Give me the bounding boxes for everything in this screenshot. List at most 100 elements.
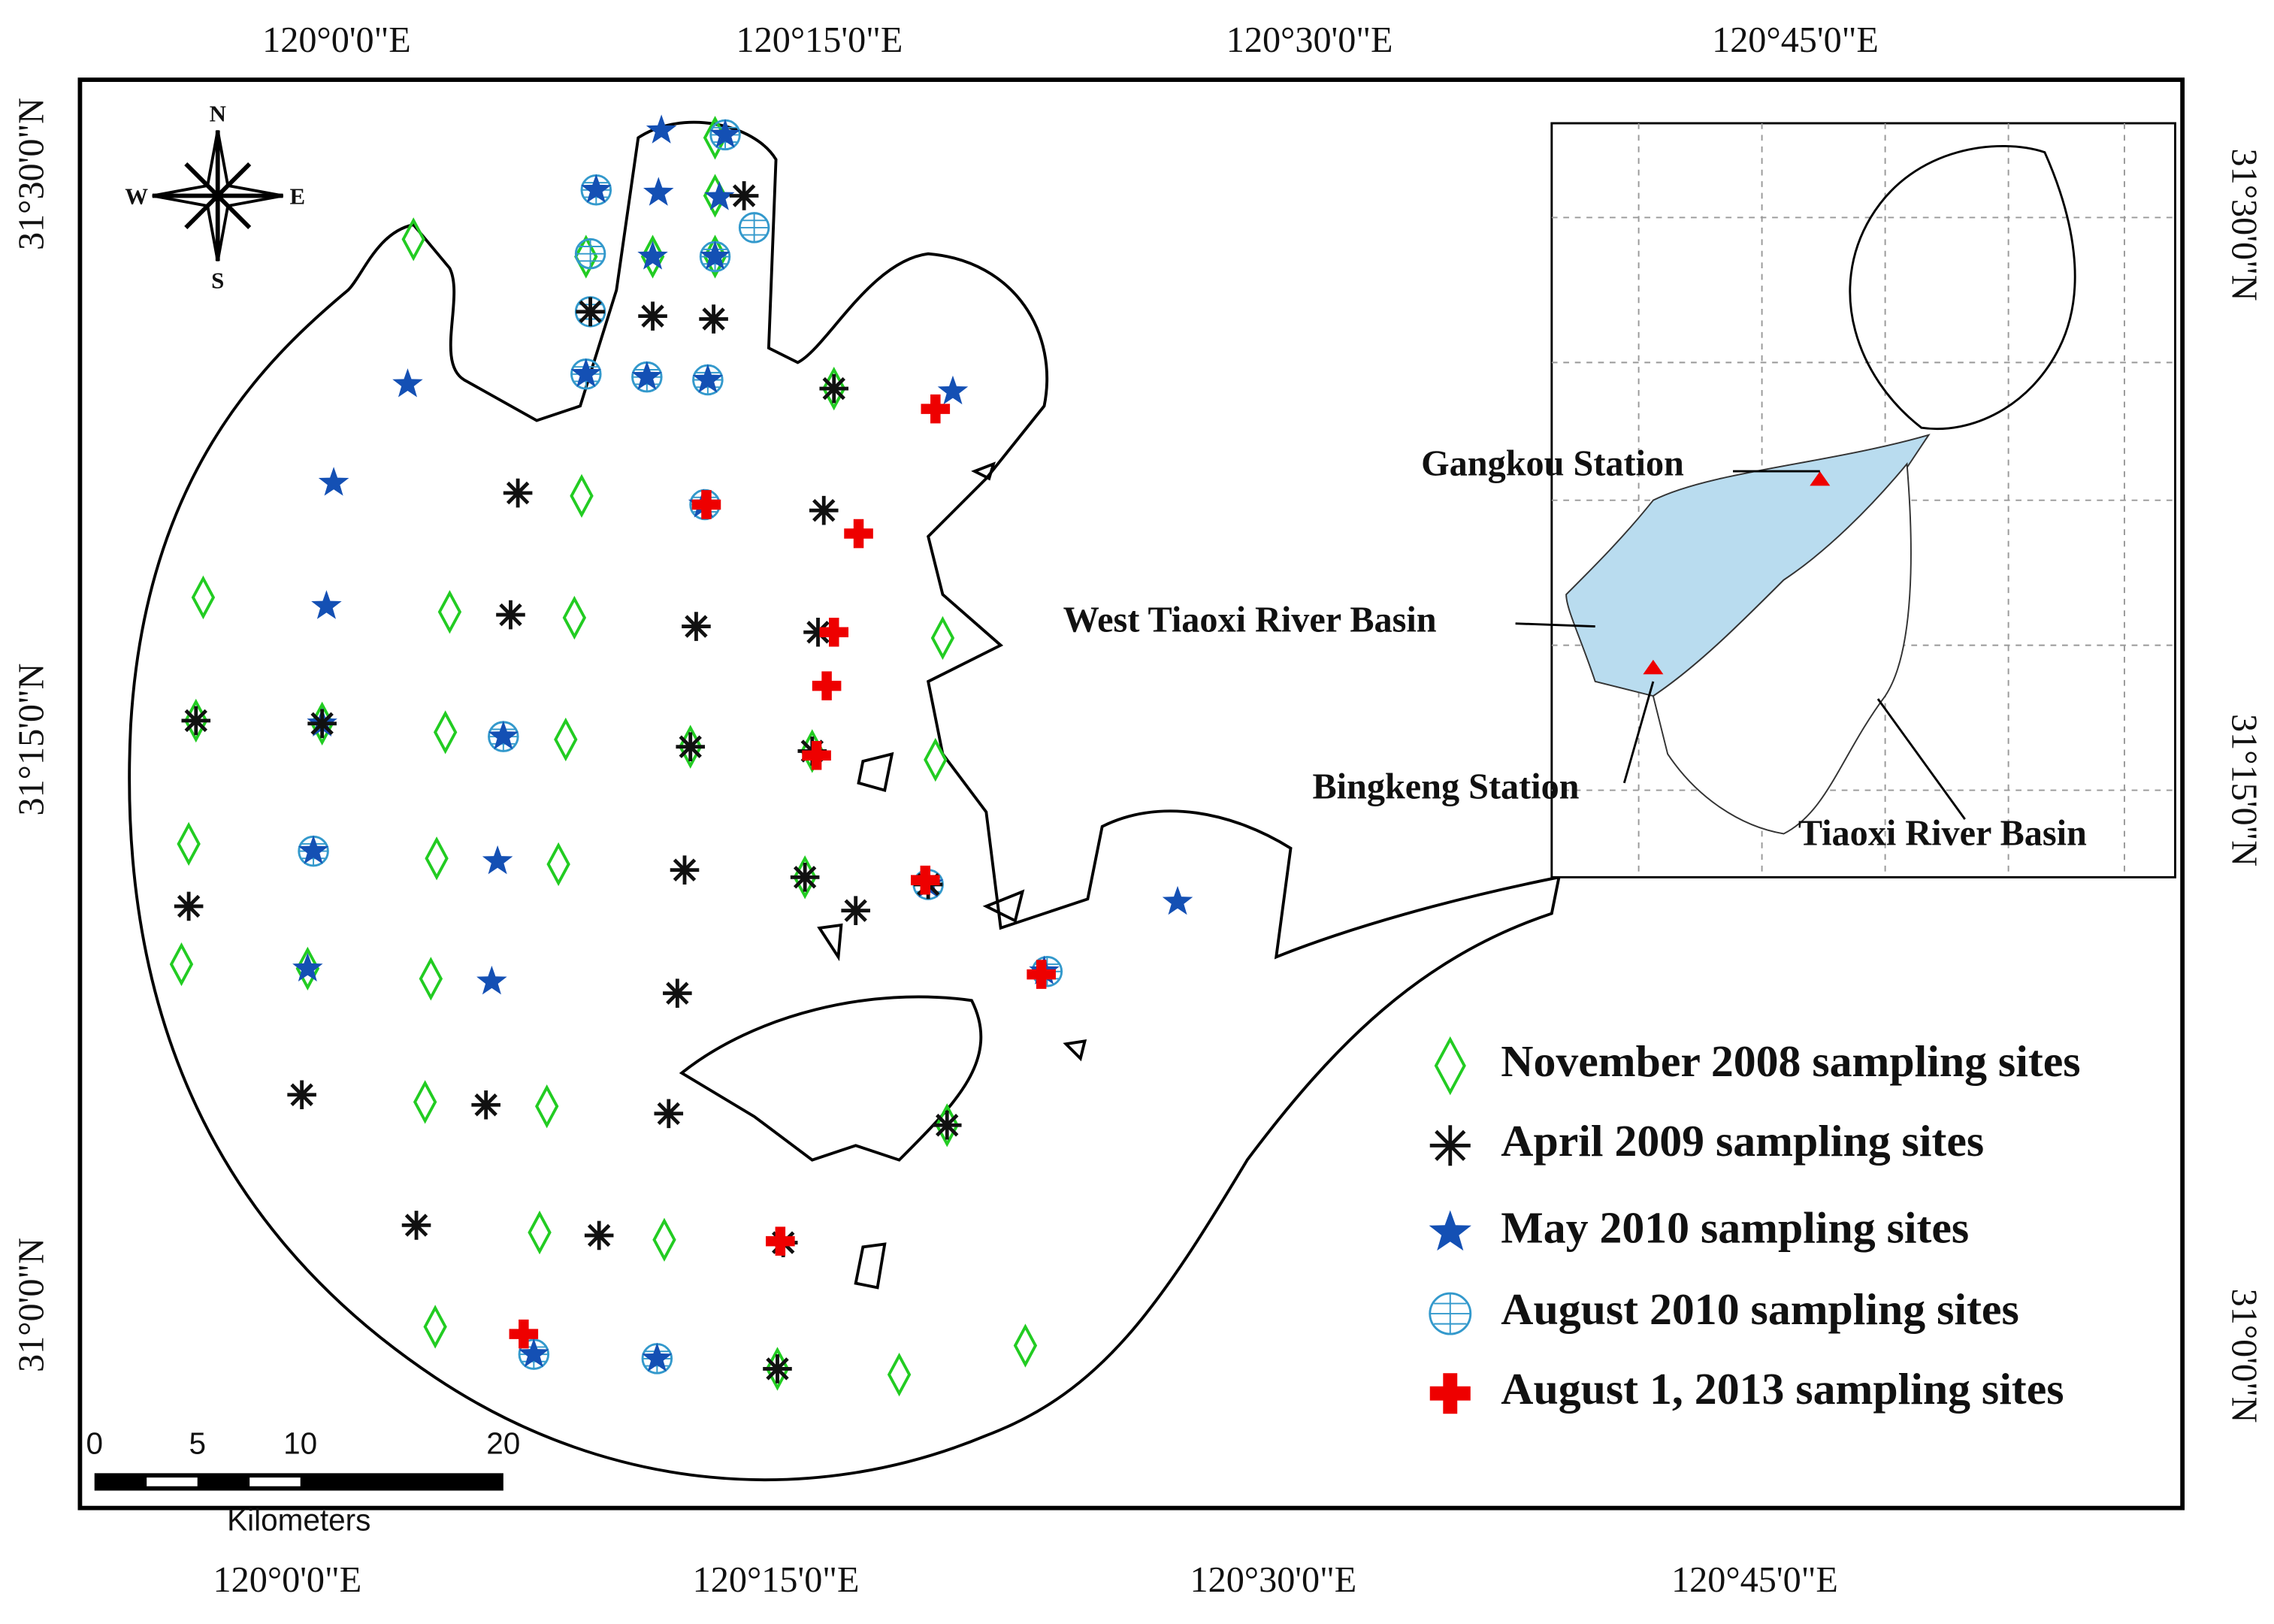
asterisk-marker	[729, 181, 759, 210]
star-marker	[937, 375, 969, 405]
legend-label: August 2010 sampling sites	[1501, 1284, 2018, 1334]
diamond-marker	[887, 1352, 912, 1397]
star-marker	[646, 114, 677, 144]
scale-label: 10	[283, 1426, 317, 1460]
star-marker	[1429, 1210, 1471, 1251]
star-marker	[482, 845, 513, 875]
scale-unit: Kilometers	[227, 1503, 370, 1538]
star-marker	[298, 835, 329, 864]
lake	[128, 120, 1561, 1482]
asterisk-marker	[654, 1099, 684, 1129]
asterisk-marker	[663, 978, 692, 1008]
diamond-marker	[554, 717, 578, 762]
star-marker	[476, 966, 507, 995]
top-coord: 120°45'0"E	[1712, 20, 1879, 60]
compass-axes	[152, 130, 283, 262]
inset-label: West Tiaoxi River Basin	[1063, 600, 1437, 640]
island	[679, 995, 983, 1162]
leader-line	[1515, 470, 1966, 820]
diamond-marker	[924, 737, 948, 782]
asterisk-marker	[471, 1090, 500, 1120]
cross-marker	[921, 394, 951, 424]
taihu-lake	[1849, 145, 2076, 431]
cross-marker	[1429, 1373, 1471, 1414]
cross-marker	[509, 1319, 539, 1349]
star-marker	[318, 467, 349, 496]
diamond-marker	[1013, 1323, 1038, 1368]
diamond-marker	[413, 1080, 437, 1124]
legend-label: August 1, 2013 sampling sites	[1501, 1364, 2064, 1414]
asterisk-marker	[670, 855, 700, 885]
right-coord: 31°30'0"N	[2224, 149, 2263, 301]
star-marker	[700, 240, 730, 270]
bottom-coord: 120°15'0"E	[693, 1560, 860, 1600]
star-marker	[692, 364, 724, 393]
bottom-coord: 120°45'0"E	[1671, 1560, 1838, 1600]
star-marker	[392, 368, 423, 398]
legend: November 2008 sampling sites April 2009 s…	[1429, 1036, 2081, 1414]
asterisk-marker	[401, 1211, 431, 1240]
inset-label: Bingkeng Station	[1312, 767, 1579, 807]
asterisk-marker	[576, 297, 605, 327]
asterisk-marker	[181, 706, 211, 736]
asterisk-marker	[790, 863, 820, 892]
map-frame	[77, 77, 2185, 1511]
compass: N S E W	[125, 100, 305, 293]
scale-segment	[147, 1477, 198, 1486]
asterisk-marker	[682, 612, 711, 641]
asterisk-marker	[584, 1220, 614, 1251]
asterisk-marker	[496, 600, 525, 630]
star-marker	[643, 177, 674, 206]
star-marker	[637, 240, 668, 270]
cross-marker	[812, 671, 842, 700]
coordinate-labels: 120°0'0"E 120°15'0"E 120°30'0"E 120°45'0"E 1…	[12, 20, 2264, 1600]
star-marker	[488, 720, 519, 750]
compass-label: E	[290, 183, 306, 209]
top-coord: 120°30'0"E	[1226, 20, 1393, 60]
star-marker	[642, 1342, 673, 1372]
diamond-marker	[401, 217, 425, 262]
right-coord: 31°15'0"N	[2224, 714, 2263, 866]
inset-map: Gangkou Station West Tiaoxi River Basin …	[1063, 122, 2176, 879]
asterisk-marker	[699, 304, 728, 334]
scale-label: 5	[189, 1426, 206, 1460]
bottom-coord: 120°30'0"E	[1190, 1560, 1356, 1600]
star-marker	[292, 952, 323, 982]
asterisk-marker	[819, 373, 849, 404]
inset-label: Gangkou Station	[1421, 443, 1684, 483]
diamond-marker	[425, 836, 449, 881]
asterisk-marker	[841, 896, 870, 925]
diamond-marker	[562, 595, 587, 640]
globe-grid	[739, 213, 769, 243]
diamond-marker	[703, 234, 727, 279]
diamond-marker	[930, 615, 955, 661]
cross-marker	[844, 519, 873, 549]
diamond-marker	[535, 1084, 559, 1129]
left-coord: 31°0'0"N	[12, 1238, 52, 1372]
star-marker	[570, 358, 602, 387]
bottom-coord: 120°0'0"E	[213, 1560, 362, 1600]
diamond-marker	[652, 1217, 676, 1262]
legend-label: November 2008 sampling sites	[1501, 1036, 2080, 1086]
diamond-marker	[177, 821, 201, 866]
asterisk-marker	[307, 709, 337, 739]
diamond-marker	[528, 1210, 552, 1255]
compass-label: S	[211, 267, 224, 293]
legend-label: May 2010 sampling sites	[1501, 1203, 1969, 1253]
diamond-marker	[419, 957, 443, 1001]
compass-label: W	[125, 183, 148, 209]
star-marker	[709, 119, 741, 148]
star-marker	[631, 361, 663, 390]
compass-label: N	[210, 100, 226, 126]
tiaoxi-basin	[1652, 462, 1912, 835]
diamond-marker	[437, 590, 462, 634]
cross-marker	[691, 490, 721, 519]
asterisk-marker	[932, 1110, 962, 1140]
asterisk-marker	[1429, 1125, 1471, 1166]
cross-marker	[1027, 960, 1056, 989]
diamond-marker	[1434, 1036, 1466, 1096]
asterisk-marker	[503, 478, 533, 508]
left-coord: 31°15'0"N	[12, 664, 52, 816]
